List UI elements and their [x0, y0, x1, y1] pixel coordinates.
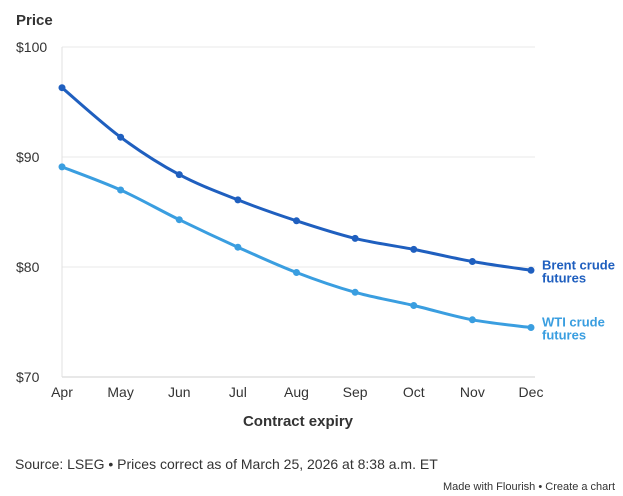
brent-crude-futures-label: Brent crude futures — [542, 257, 615, 285]
wti-crude-futures-point[interactable] — [175, 216, 183, 224]
brent-crude-futures-point[interactable] — [293, 217, 300, 225]
y-axis-title: Price — [16, 12, 53, 29]
x-axis-title: Contract expiry — [243, 413, 354, 430]
wti-crude-futures-point[interactable] — [58, 163, 66, 171]
create-chart-link[interactable]: Create a chart — [545, 481, 615, 493]
x-tick-label: Apr — [51, 384, 73, 400]
brent-crude-futures-point[interactable] — [175, 171, 183, 179]
series-labels: Brent crude futures WTI crude futures — [542, 257, 615, 342]
source-note: Source: LSEG • Prices correct as of Marc… — [15, 456, 438, 472]
brent-crude-futures-point[interactable] — [351, 234, 359, 242]
x-tick-label: Jul — [229, 384, 247, 400]
footer-separator: • — [538, 481, 543, 493]
x-axis-ticks: Apr May Jun Jul Aug Sep Oct Nov Dec — [51, 384, 543, 400]
wti-crude-futures-label: WTI crude futures — [542, 315, 605, 343]
made-with-flourish-link[interactable]: Made with Flourish — [442, 481, 536, 493]
x-tick-label: Nov — [460, 384, 485, 400]
wti-crude-futures-point[interactable] — [117, 186, 125, 194]
wti-crude-futures-point[interactable] — [468, 316, 476, 324]
wti-crude-futures-point[interactable] — [293, 269, 300, 276]
x-tick-label: Dec — [519, 384, 544, 400]
series-layer — [58, 84, 535, 331]
wti-crude-futures-line — [60, 165, 533, 329]
line-chart: Price $100 $90 $80 $70 Apr May Jun Jul Aug Sep Oc… — [16, 12, 615, 430]
chart-svg: Price $100 $90 $80 $70 Apr May Jun Jul Aug Sep Oc… — [16, 12, 615, 430]
x-tick-label: Aug — [284, 384, 309, 400]
x-tick-label: Sep — [343, 384, 368, 400]
grid-lines — [61, 46, 535, 378]
brent-crude-futures-point[interactable] — [410, 245, 418, 253]
wti-crude-futures-point[interactable] — [234, 243, 242, 251]
y-tick-label: $100 — [16, 39, 47, 55]
wti-crude-futures-point[interactable] — [410, 302, 418, 309]
y-tick-label: $70 — [16, 369, 40, 385]
brent-crude-futures-point[interactable] — [234, 196, 242, 204]
footer: Made with Flourish • Create a chart — [443, 481, 615, 493]
brent-crude-futures-point[interactable] — [58, 84, 66, 92]
wti-crude-futures-point[interactable] — [527, 324, 535, 331]
y-tick-label: $80 — [16, 259, 40, 275]
x-tick-label: May — [107, 384, 133, 400]
brent-crude-futures-line — [60, 86, 533, 272]
brent-crude-futures-point[interactable] — [527, 266, 535, 274]
x-tick-label: Oct — [403, 384, 425, 400]
y-axis-ticks: $100 $90 $80 $70 — [16, 39, 47, 385]
brent-crude-futures-point[interactable] — [117, 133, 125, 141]
x-tick-label: Jun — [168, 384, 191, 400]
y-tick-label: $90 — [16, 149, 40, 165]
wti-crude-futures-point[interactable] — [351, 288, 359, 296]
brent-crude-futures-point[interactable] — [468, 258, 476, 265]
